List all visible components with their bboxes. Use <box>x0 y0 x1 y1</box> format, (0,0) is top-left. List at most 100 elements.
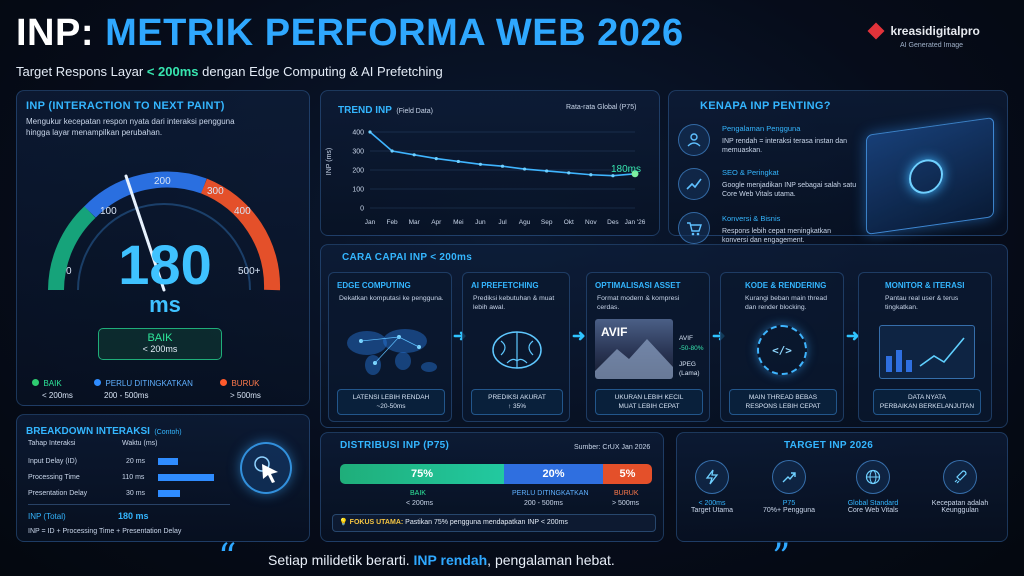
step-title: EDGE COMPUTING <box>337 281 411 290</box>
step-desc: Format modern & kompresi cerdas. <box>597 295 680 312</box>
touch-ring-icon <box>909 157 943 196</box>
step-title: OPTIMALISASI ASSET <box>595 281 681 290</box>
trend-xtick-label: Jul <box>498 219 507 226</box>
trend-ytick-label: 100 <box>352 187 364 194</box>
legend-label-improve: PERLU DITINGKATKAN <box>105 379 193 388</box>
trending-up-icon <box>772 460 806 494</box>
title-prefix: INP: <box>16 12 94 54</box>
subtitle-highlight: < 200ms <box>146 64 199 79</box>
logo-icon <box>867 22 885 40</box>
legend-dot-good <box>32 379 39 386</box>
step-card-edge: EDGE COMPUTING Dekatkan komputasi ke pen… <box>328 272 452 422</box>
breakdown-row-label: Input Delay (ID) <box>28 458 78 465</box>
trend-xtick-label: Jan '26 <box>625 219 646 226</box>
legend-label-poor: BURUK <box>231 379 260 388</box>
gauge-tick-100: 100 <box>100 206 117 217</box>
gauge-description: Mengukur kecepatan respon nyata dari int… <box>26 117 235 137</box>
why-item-title: Pengalaman Pengguna <box>722 124 801 133</box>
target-value: < 200ms <box>698 500 726 507</box>
trend-data-point <box>368 130 372 134</box>
trend-xtick-label: Feb <box>386 219 398 226</box>
step-result: MAIN THREAD BEBAS RESPONS LEBIH CEPAT <box>729 389 837 415</box>
touch-screen-illustration <box>866 117 994 235</box>
logo-text: kreasidigitalpro <box>890 23 980 38</box>
breakdown-total-value: 180 ms <box>118 511 149 521</box>
gauge-status-label: BAIK <box>147 332 173 344</box>
trend-xtick-label: Des <box>607 219 619 226</box>
breakdown-formula: INP = ID + Processing Time + Presentatio… <box>28 528 182 535</box>
breakdown-col-time: Waktu (ms) <box>122 440 158 447</box>
dist-segment-good: 75% <box>340 464 505 484</box>
dist-range-poor: > 500ms <box>612 500 640 507</box>
trend-xtick-label: Jan <box>365 219 376 226</box>
gauge-legend-good: BAIK < 200ms <box>32 373 73 400</box>
trend-data-point <box>589 173 593 177</box>
trend-data-point <box>390 149 394 153</box>
breakdown-row-value: 20 ms <box>126 458 146 465</box>
trend-data-point <box>412 153 416 157</box>
cursor-icon <box>254 456 278 483</box>
why-title: KENAPA INP PENTING? <box>700 100 831 112</box>
step-desc: Prediksi kebutuhan & muat lebih awal. <box>473 295 555 312</box>
why-item-title: SEO & Peringkat <box>722 168 779 177</box>
quote-text-a: Setiap milidetik berarti. <box>268 552 410 568</box>
target-caption: Keunggulan <box>941 507 979 514</box>
trend-data-point <box>611 174 615 178</box>
avif-saving: -50-80% <box>679 345 704 352</box>
focus-box: 💡 FOKUS UTAMA: Pastikan 75% pengguna men… <box>332 514 656 532</box>
lightbulb-icon: 💡 <box>339 519 348 526</box>
trend-ytick-label: 300 <box>352 149 364 156</box>
step-result: UKURAN LEBIH KECIL MUAT LEBIH CEPAT <box>595 389 703 415</box>
legend-range-improve: 200 - 500ms <box>104 391 149 400</box>
why-item-desc: Google menjadikan INP sebagai salah satu… <box>722 182 857 199</box>
avif-image-thumbnail: AVIF <box>595 319 673 379</box>
brain-icon <box>492 331 542 369</box>
target-item: < 200ms Target Utama <box>670 460 754 514</box>
breakdown-title-note: (Contoh) <box>154 429 182 436</box>
trend-xtick-label: Apr <box>431 219 442 226</box>
gauge-legend-poor: BURUK > 500ms <box>220 373 261 400</box>
trend-data-point <box>478 162 483 166</box>
trend-xtick-label: Nov <box>585 219 597 226</box>
target-item: Kecepatan adalah Keunggulan <box>918 460 1002 514</box>
target-value: P75 <box>782 500 796 507</box>
step-result: DATA NYATA PERBAIKAN BERKELANJUTAN <box>873 389 981 415</box>
target-item: P75 70%+ Pengguna <box>747 460 831 514</box>
trend-end-label: 180ms <box>611 164 642 175</box>
focus-text: Pastikan 75% pengguna mendapatkan INP < … <box>405 519 568 526</box>
trend-xtick-label: Okt <box>564 219 574 226</box>
step-card-ai: AI PREFETCHING Prediksi kebutuhan & muat… <box>462 272 570 422</box>
inp-gauge <box>48 171 281 292</box>
footer-quote: Setiap milidetik berarti. INP rendah, pe… <box>268 552 615 568</box>
click-cursor-icon <box>240 442 292 494</box>
step-title: KODE & RENDERING <box>745 281 827 290</box>
target-caption: 70%+ Pengguna <box>763 507 815 514</box>
subtitle-text-b: dengan Edge Computing & AI Prefetching <box>202 64 443 79</box>
gauge-status-box: BAIK < 200ms <box>98 328 222 360</box>
globe-icon <box>856 460 890 494</box>
distribution-bar: 75% 20% 5% <box>340 464 652 484</box>
mountain-icon <box>595 339 673 379</box>
quote-open-icon: “ <box>218 537 237 576</box>
jpeg-note: (Lama) <box>679 370 700 377</box>
dist-label-good: BAIK <box>410 490 426 497</box>
breakdown-row-value: 30 ms <box>126 490 146 497</box>
step-result: LATENSI LEBIH RENDAH ~20-50ms <box>337 389 445 415</box>
breakdown-row-label: Processing Time <box>28 474 80 481</box>
trend-right-note: Rata-rata Global (P75) <box>566 104 637 111</box>
step-card-monitor: MONITOR & ITERASI Pantau real user & ter… <box>858 272 992 422</box>
step-title: AI PREFETCHING <box>471 281 539 290</box>
trend-data-point <box>434 157 438 161</box>
breakdown-bar <box>158 490 180 497</box>
trend-data-point <box>456 159 460 164</box>
gauge-tick-500: 500+ <box>238 266 261 277</box>
users-icon <box>678 124 710 156</box>
trend-xtick-label: Jun <box>475 219 486 226</box>
page-title: INP: METRIK PERFORMA WEB 2026 <box>16 12 684 55</box>
dist-range-improve: 200 - 500ms <box>524 500 563 507</box>
steps-title: CARA CAPAI INP < 200ms <box>342 252 473 263</box>
dist-segment-poor: 5% <box>603 464 652 484</box>
gauge-status-range: < 200ms <box>142 344 178 354</box>
rocket-icon <box>943 460 977 494</box>
